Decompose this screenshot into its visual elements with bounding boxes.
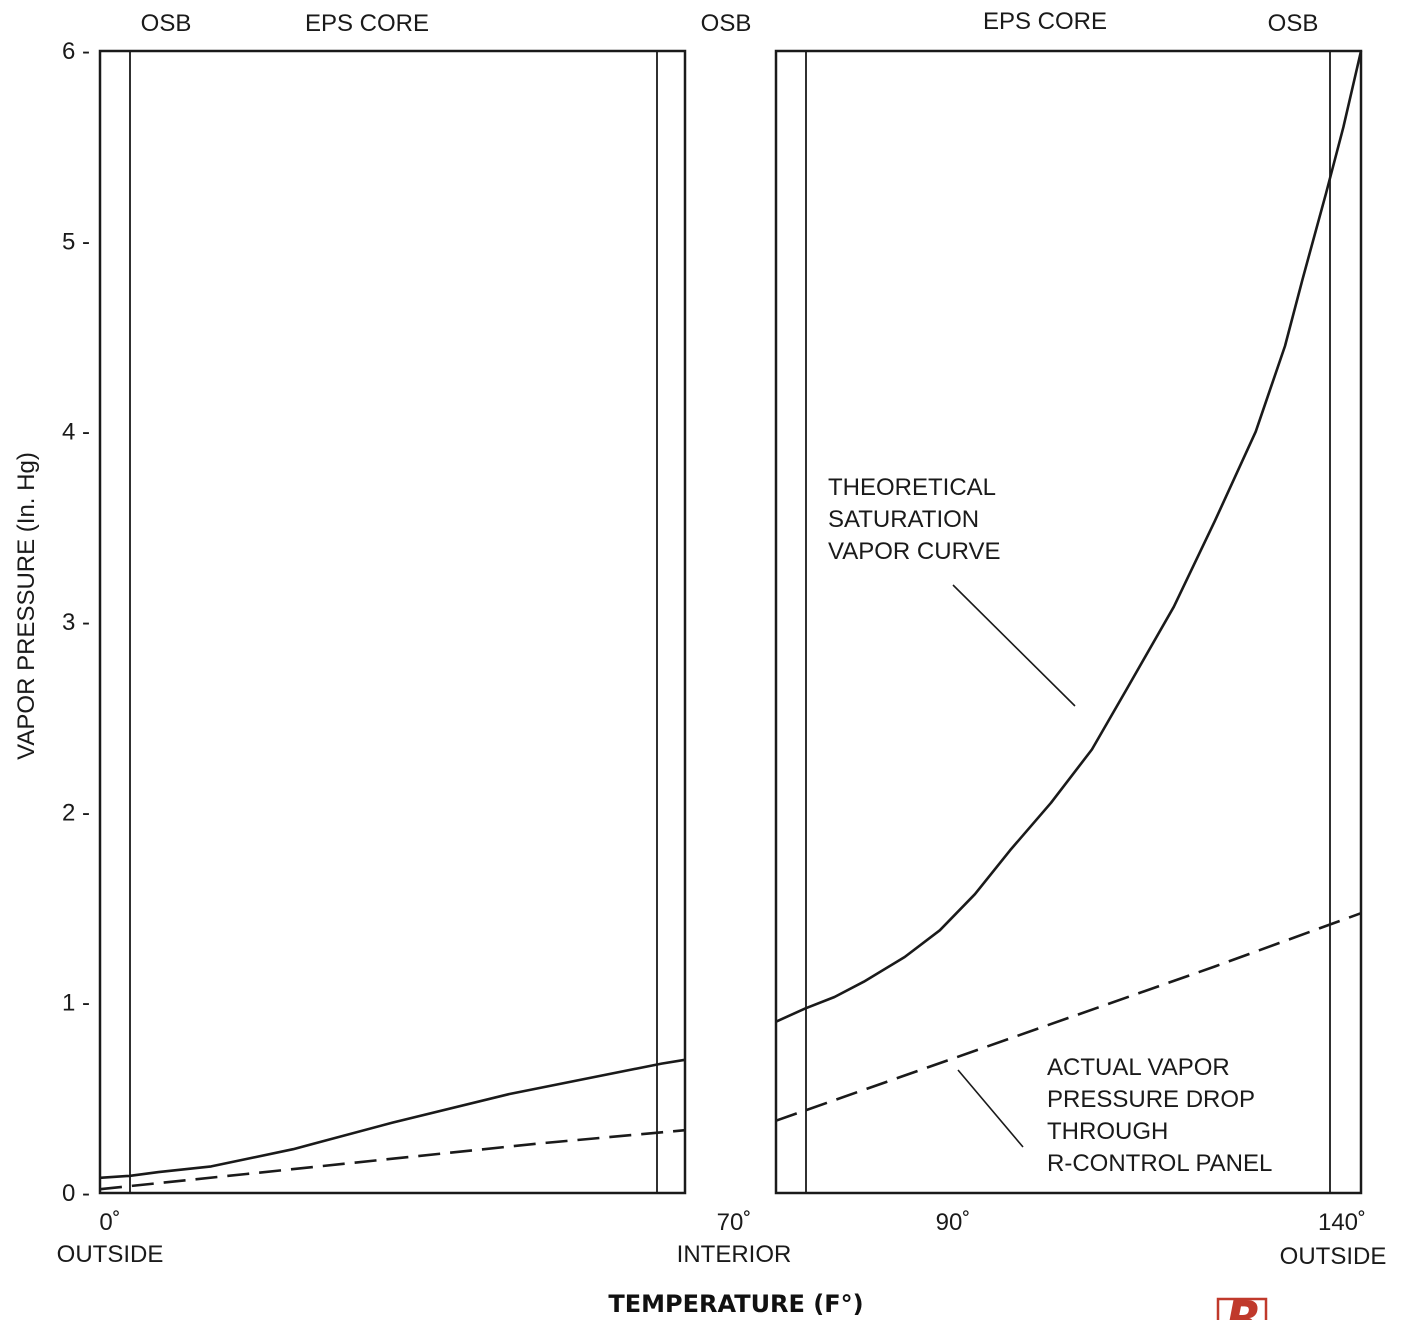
panel-2-solid-series-line <box>775 50 1363 1023</box>
panel-1-layer-label: OSB <box>701 10 752 37</box>
annotation-line: SATURATION <box>828 506 979 533</box>
annotation-line: ACTUAL VAPOR <box>1047 1054 1230 1081</box>
y-tick-label: 2 - <box>62 799 90 826</box>
panel-2-x-end-label: OUTSIDE <box>1280 1243 1387 1270</box>
panel-1-layer-label: EPS CORE <box>305 10 429 37</box>
panel-2-annotation-leader-1 <box>952 584 1076 707</box>
annotation-line: THROUGH <box>1047 1118 1168 1145</box>
y-tick-label: 0 - <box>62 1180 90 1207</box>
x-axis-title: TEMPERATURE (F°) <box>608 1290 863 1318</box>
annotation-line: VAPOR CURVE <box>828 538 1001 565</box>
panel-frames <box>98 49 1363 1195</box>
panel-2-annotation-leader-2 <box>957 1069 1024 1148</box>
panel-2-layer-label: EPS CORE <box>983 8 1107 35</box>
y-tick-label: 4 - <box>62 419 90 446</box>
panel-1-dashed-series-line <box>99 1128 686 1191</box>
annotation-line: R-CONTROL PANEL <box>1047 1150 1272 1177</box>
panel-1-x-end-label: OUTSIDE <box>57 1241 164 1268</box>
y-axis-title: VAPOR PRESSURE (In. Hg) <box>13 452 40 760</box>
y-tick-label: 3 - <box>62 609 90 636</box>
panel-1-x-end-label: INTERIOR <box>677 1241 792 1268</box>
logo-letter: R <box>1226 1291 1261 1320</box>
panel-2-layer-label: OSB <box>1268 10 1319 37</box>
panel-1-layer-label: OSB <box>141 10 192 37</box>
panel-1-solid-series-line <box>99 1058 686 1180</box>
panel-2-x-tick-label: 140˚ <box>1318 1209 1366 1236</box>
panel-2-annotation-2: ACTUAL VAPOR PRESSURE DROP THROUGH R-CONTRO… <box>1047 1054 1272 1177</box>
brand-logo: R <box>1216 1291 1268 1320</box>
y-tick-label: 1 - <box>62 990 90 1017</box>
y-tick-label: 6 - <box>62 38 90 65</box>
panel-2-annotation-1: THEORETICAL SATURATION VAPOR CURVE <box>828 474 1001 565</box>
panel-2-x-tick-label: 90˚ <box>936 1209 971 1236</box>
text-labels: OSB EPS CORE OSB 0˚ 70˚ OUTSIDE INTERIOR EPS CO… <box>57 8 1387 1270</box>
y-tick-label: 5 - <box>62 228 90 255</box>
y-tick-labels: 0 - 1 - 2 - 3 - 4 - 5 - 6 - <box>62 38 90 1207</box>
series-layer <box>99 50 1363 1191</box>
panel-1-x-tick-label: 70˚ <box>717 1209 752 1236</box>
panel-1-x-tick-label: 0˚ <box>99 1209 120 1236</box>
panel-2-dashed-series-line <box>775 911 1362 1122</box>
annotation-line: PRESSURE DROP <box>1047 1086 1255 1113</box>
annotation-line: THEORETICAL <box>828 474 996 501</box>
panel-1-frame <box>98 49 687 1195</box>
panel-2-frame <box>774 49 1363 1195</box>
